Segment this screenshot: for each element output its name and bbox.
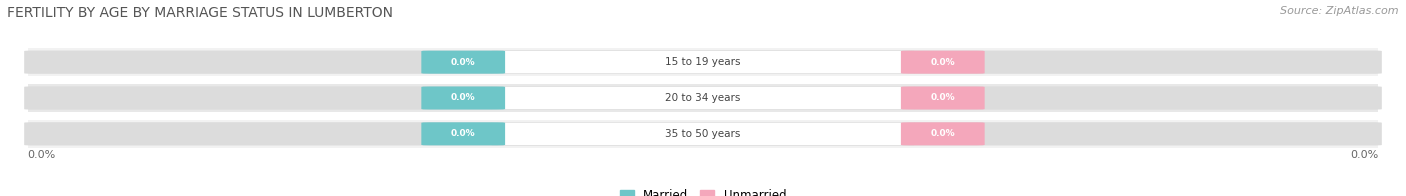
FancyBboxPatch shape [422, 51, 505, 74]
FancyBboxPatch shape [901, 51, 984, 74]
FancyBboxPatch shape [422, 86, 505, 110]
Text: 0.0%: 0.0% [931, 129, 955, 138]
FancyBboxPatch shape [24, 86, 1382, 110]
Text: FERTILITY BY AGE BY MARRIAGE STATUS IN LUMBERTON: FERTILITY BY AGE BY MARRIAGE STATUS IN L… [7, 6, 394, 20]
Text: 0.0%: 0.0% [451, 129, 475, 138]
Text: Source: ZipAtlas.com: Source: ZipAtlas.com [1281, 6, 1399, 16]
FancyBboxPatch shape [24, 122, 1382, 145]
FancyBboxPatch shape [422, 122, 505, 145]
Text: 15 to 19 years: 15 to 19 years [665, 57, 741, 67]
Text: 20 to 34 years: 20 to 34 years [665, 93, 741, 103]
Text: 0.0%: 0.0% [451, 93, 475, 103]
FancyBboxPatch shape [24, 51, 1382, 74]
Legend: Married, Unmarried: Married, Unmarried [620, 190, 786, 196]
FancyBboxPatch shape [492, 122, 914, 145]
Bar [28, 84, 1378, 112]
FancyBboxPatch shape [901, 122, 984, 145]
Text: 0.0%: 0.0% [931, 93, 955, 103]
FancyBboxPatch shape [492, 51, 914, 74]
Bar [28, 48, 1378, 76]
FancyBboxPatch shape [901, 86, 984, 110]
Text: 0.0%: 0.0% [28, 150, 56, 160]
FancyBboxPatch shape [492, 86, 914, 110]
Text: 0.0%: 0.0% [451, 58, 475, 67]
Text: 0.0%: 0.0% [931, 58, 955, 67]
Bar [28, 120, 1378, 148]
Text: 0.0%: 0.0% [1350, 150, 1378, 160]
Text: 35 to 50 years: 35 to 50 years [665, 129, 741, 139]
